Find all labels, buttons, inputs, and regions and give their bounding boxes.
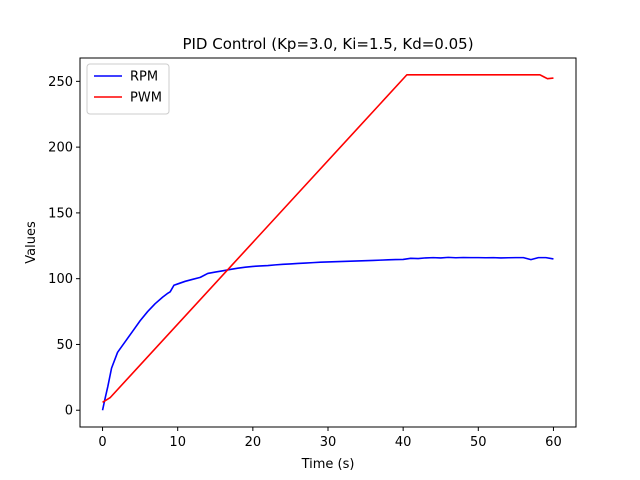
x-tick-label: 10 <box>169 435 186 450</box>
chart-title: PID Control (Kp=3.0, Ki=1.5, Kd=0.05) <box>182 35 473 53</box>
legend-label-rpm: RPM <box>130 70 158 85</box>
x-tick-label: 20 <box>245 435 262 450</box>
x-axis-title: Time (s) <box>301 457 355 472</box>
x-tick-label: 40 <box>395 435 412 450</box>
x-tick-label: 50 <box>470 435 487 450</box>
x-tick-label: 30 <box>320 435 337 450</box>
legend-label-pwm: PWM <box>130 91 162 106</box>
series-line-rpm <box>101 256 554 411</box>
series-line-pwm <box>102 73 554 404</box>
y-tick-label: 0 <box>65 404 73 419</box>
x-tick-label: 60 <box>545 435 562 450</box>
x-tick-label: 0 <box>98 435 106 450</box>
y-tick-label: 100 <box>48 272 73 287</box>
y-tick-label: 250 <box>48 75 73 90</box>
x-axis: 0 10 20 30 40 50 60 <box>98 427 562 450</box>
y-axis: 0 50 100 150 200 250 <box>48 75 80 419</box>
y-tick-label: 50 <box>56 338 73 353</box>
y-tick-label: 150 <box>48 206 73 221</box>
y-axis-title: Values <box>24 221 39 264</box>
y-tick-label: 200 <box>48 141 73 156</box>
plot-area <box>101 73 554 411</box>
legend: RPM PWM <box>86 63 170 115</box>
